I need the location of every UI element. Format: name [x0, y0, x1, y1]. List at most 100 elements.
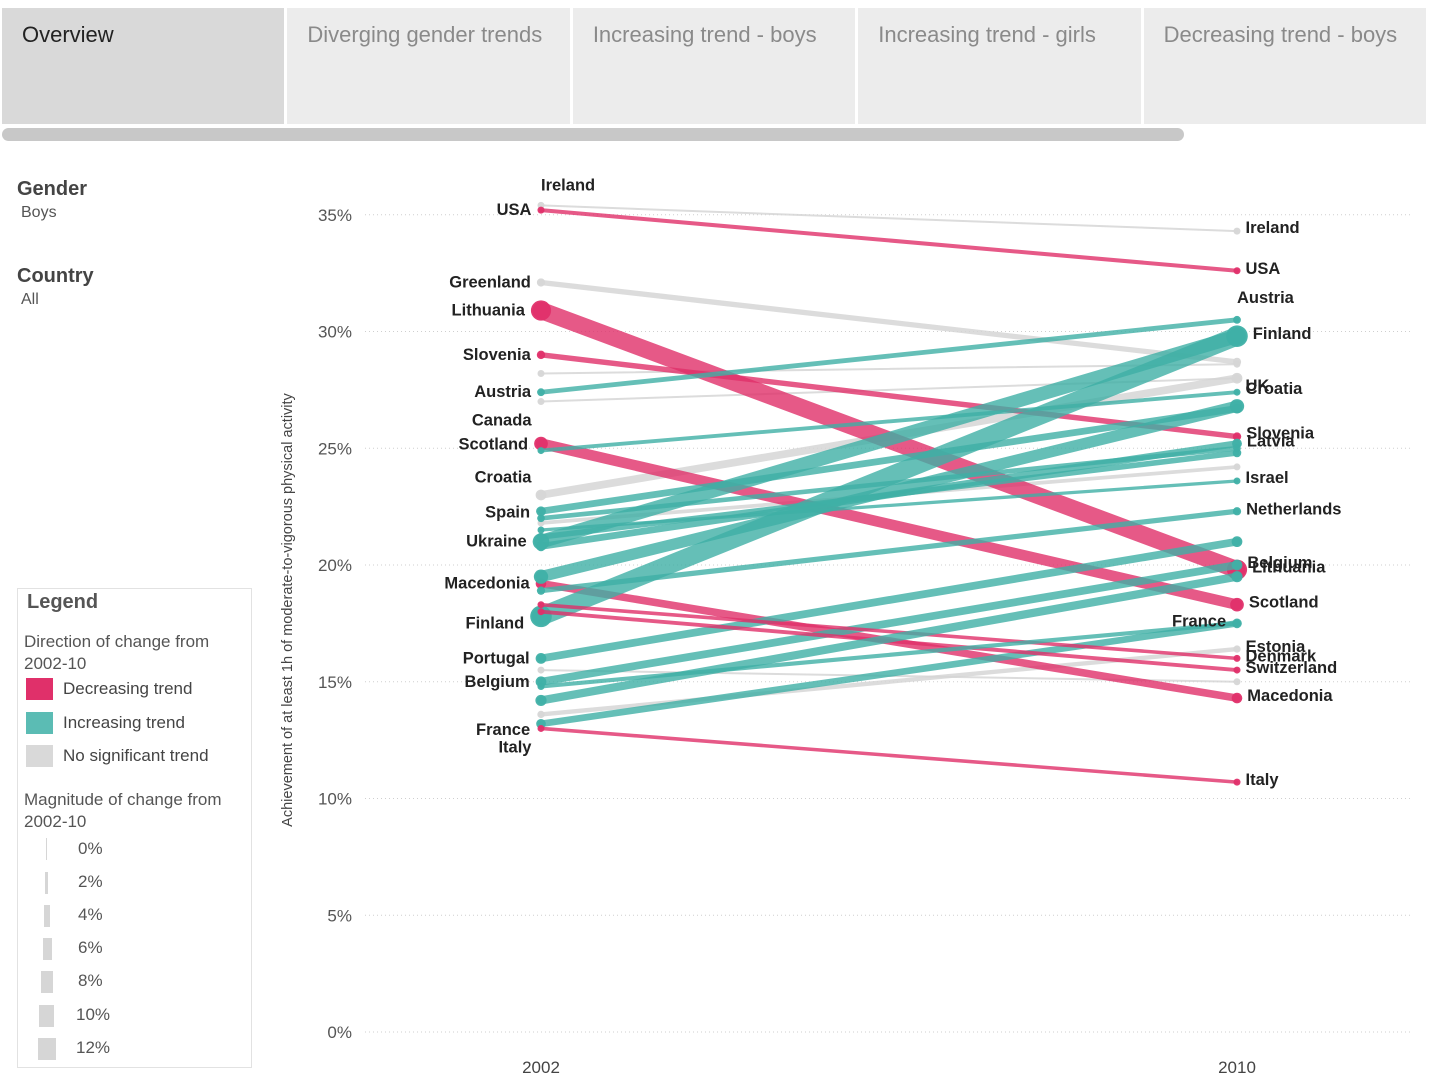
label-2010-lithuania: Lithuania: [1252, 559, 1326, 577]
label-2010-belgium: Belgium: [1247, 554, 1312, 572]
point-2002-estonia: [537, 710, 545, 719]
point-2010-series-29: [1233, 444, 1241, 453]
series-line-netherlands: [538, 508, 1240, 594]
point-2002-denmark: [537, 601, 545, 609]
label-2010-netherlands: Netherlands: [1246, 500, 1341, 518]
series-line-france: [537, 620, 1241, 728]
label-2010-macedonia: Macedonia: [1247, 687, 1333, 705]
horizontal-scrollbar[interactable]: [2, 128, 1184, 141]
point-2002-switzerland: [537, 608, 545, 616]
point-2010-switzerland: [1233, 666, 1241, 674]
series-line-greenland: [538, 279, 1240, 365]
label-2002-spain: Spain: [485, 503, 530, 521]
point-2010-belgium: [1231, 559, 1243, 571]
label-2002-slovenia: Slovenia: [463, 346, 532, 364]
series-line-denmark: [539, 602, 1239, 661]
legend-swatch-increasing: [26, 712, 53, 734]
y-tick-label-30: 30%: [318, 323, 352, 342]
magnitude-bar-6: [43, 938, 52, 960]
tab-overview[interactable]: Overview: [2, 8, 285, 124]
x-tick-label-2010: 2010: [1218, 1058, 1256, 1077]
point-2010-estonia: [1233, 645, 1241, 653]
point-2010-series-30: [1231, 372, 1243, 384]
point-2002-israel: [537, 526, 545, 534]
tab-increasing-trend-girls[interactable]: Increasing trend - girls: [858, 8, 1141, 124]
label-2010-finland: Finland: [1253, 325, 1312, 343]
label-2010-france: France: [1172, 612, 1226, 630]
point-2002-slovenia: [536, 350, 546, 360]
series-line-finland: [531, 326, 1247, 626]
point-2010-finland: [1226, 325, 1248, 347]
label-2002-canada: Canada: [472, 412, 532, 430]
series-line-italy: [539, 726, 1239, 784]
label-2002-macedonia: Macedonia: [444, 575, 530, 593]
legend-swatch-none: [26, 745, 53, 767]
series-line-austria: [538, 317, 1240, 395]
gender-filter-value[interactable]: Boys: [21, 204, 57, 221]
magnitude-bar-8: [41, 971, 53, 993]
label-2002-lithuania: Lithuania: [452, 301, 526, 319]
point-2002-italy: [537, 724, 545, 732]
point-2002-spain: [536, 506, 546, 517]
point-2002-portugal: [535, 653, 547, 664]
tab-diverging-gender-trends[interactable]: Diverging gender trends: [287, 8, 570, 124]
magnitude-label-0: 0%: [78, 839, 103, 858]
point-2002-latvia: [536, 541, 546, 552]
magnitude-label-4: 4%: [78, 905, 103, 924]
point-2010-series-26: [1229, 399, 1245, 414]
label-2010-denmark: Denmark: [1246, 647, 1317, 665]
label-2010-ireland: Ireland: [1246, 219, 1300, 237]
series-line-series-28: [536, 572, 1242, 705]
legend-title: Legend: [27, 591, 99, 613]
label-2002-belgium: Belgium: [465, 673, 530, 691]
point-2010-portugal: [1231, 536, 1243, 548]
y-tick-label-25: 25%: [318, 439, 352, 458]
magnitude-label-8: 8%: [78, 971, 103, 990]
label-2010-austria: Austria: [1237, 289, 1295, 307]
tab-decreasing-trend-boys[interactable]: Decreasing trend - boys: [1143, 8, 1427, 124]
series-line-series-29: [538, 445, 1240, 521]
label-2010-israel: Israel: [1246, 469, 1289, 487]
point-2002-uk: [537, 370, 545, 378]
point-2002-usa: [537, 206, 545, 214]
label-2002-ireland: Ireland: [541, 176, 595, 194]
label-2010-uk: UK: [1246, 377, 1270, 395]
point-2002-canada: [537, 398, 545, 406]
tab-bar: Overview Diverging gender trends Increas…: [2, 8, 1427, 124]
point-2010-macedonia: [1231, 692, 1243, 704]
y-tick-label-10: 10%: [318, 790, 352, 809]
legend-label-none: No significant trend: [63, 746, 209, 765]
label-2010-switzerland: Switzerland: [1246, 659, 1338, 677]
label-2002-finland: Finland: [466, 614, 525, 632]
country-filter-value[interactable]: All: [21, 291, 39, 308]
label-2002-italy: Italy: [498, 738, 532, 756]
point-2002-lithuania: [530, 300, 552, 321]
label-2010-scotland: Scotland: [1249, 594, 1319, 612]
magnitude-label-12: 12%: [76, 1038, 111, 1057]
magnitude-label-6: 6%: [78, 938, 103, 957]
legend-direction-title: Direction of change from 2002-10: [24, 632, 210, 673]
y-tick-label-20: 20%: [318, 556, 352, 575]
legend: Legend Direction of change from 2002-10 …: [17, 588, 252, 1068]
label-2010-croatia: Croatia: [1246, 380, 1304, 398]
point-2010-ireland: [1233, 227, 1241, 235]
magnitude-label-10: 10%: [76, 1005, 111, 1024]
legend-swatch-decreasing: [26, 678, 53, 700]
point-2010-series-27: [1233, 619, 1241, 627]
point-2002-netherlands: [536, 586, 546, 595]
series-line-ireland: [540, 204, 1238, 233]
label-2002-france: France: [476, 721, 530, 739]
point-2010-italy: [1233, 778, 1241, 786]
series-line-usa: [538, 208, 1240, 273]
label-2002-croatia: Croatia: [475, 469, 533, 487]
point-2010-israel: [1233, 477, 1241, 485]
point-2002-series-28: [535, 694, 547, 707]
magnitude-label-2: 2%: [78, 872, 103, 891]
label-2010-usa: USA: [1246, 260, 1281, 278]
tab-increasing-trend-boys[interactable]: Increasing trend - boys: [572, 8, 856, 124]
point-2010-usa: [1233, 267, 1241, 275]
label-2010-slovenia: Slovenia: [1246, 425, 1315, 443]
label-2010-estonia: Estonia: [1246, 638, 1306, 656]
magnitude-bar-10: [39, 1005, 54, 1027]
